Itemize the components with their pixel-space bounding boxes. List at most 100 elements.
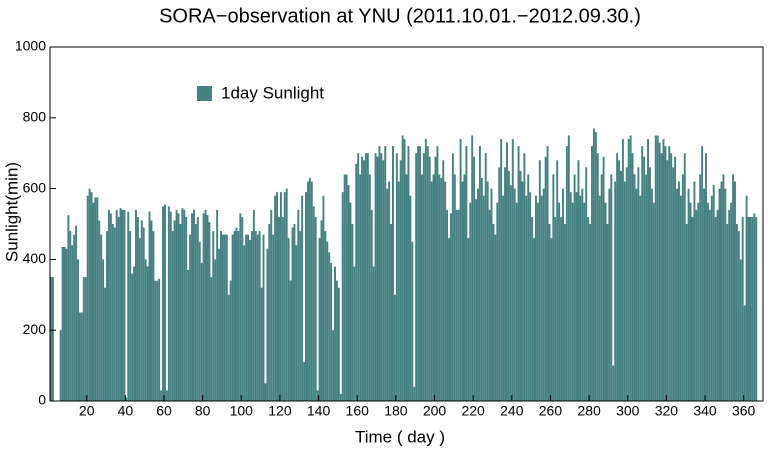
bar <box>227 294 230 401</box>
bar <box>677 181 680 401</box>
bar <box>156 280 159 401</box>
bar <box>378 146 381 401</box>
bar <box>136 216 139 401</box>
bar <box>341 192 344 401</box>
bar <box>724 188 727 401</box>
bar <box>175 209 178 401</box>
bar <box>681 174 684 401</box>
bar <box>133 266 136 401</box>
bar <box>558 202 561 401</box>
x-tick-label: 240 <box>500 403 524 419</box>
bar <box>689 202 692 401</box>
bar <box>196 216 199 401</box>
x-tick-label: 180 <box>384 403 408 419</box>
bar <box>509 185 512 401</box>
bar <box>167 206 170 401</box>
bar <box>660 153 663 401</box>
bar <box>548 224 551 401</box>
bar <box>150 220 153 401</box>
bar <box>517 146 520 401</box>
bar <box>641 146 644 401</box>
bar <box>589 224 592 401</box>
bar <box>142 227 145 401</box>
bar <box>536 202 539 401</box>
bar <box>583 202 586 401</box>
bar <box>376 156 379 401</box>
bar <box>366 153 369 401</box>
bar <box>693 181 696 401</box>
bar <box>90 192 93 401</box>
bar <box>544 156 547 401</box>
bar <box>272 234 275 401</box>
bar <box>185 216 188 401</box>
y-axis-label: Sunlight(min) <box>2 162 21 262</box>
bar <box>249 239 251 401</box>
bar <box>308 177 311 401</box>
bar <box>708 209 711 401</box>
bar <box>648 167 651 401</box>
x-tick-label: 280 <box>577 403 601 419</box>
bar <box>316 390 319 401</box>
bar <box>496 202 499 401</box>
bar <box>334 266 336 401</box>
bar <box>488 209 491 401</box>
bar <box>322 195 325 401</box>
bar <box>461 181 464 401</box>
bar <box>745 195 748 401</box>
bar <box>260 287 263 401</box>
bar <box>565 146 568 401</box>
bar <box>160 390 163 401</box>
bar <box>370 209 373 401</box>
bar <box>138 238 141 401</box>
bar <box>662 139 665 402</box>
bar <box>189 234 192 401</box>
bar <box>687 188 690 401</box>
bar <box>393 294 396 401</box>
bar <box>728 209 731 401</box>
bar <box>382 160 385 401</box>
bar <box>214 259 217 401</box>
bar <box>749 216 752 401</box>
bar <box>538 160 541 401</box>
bar <box>413 386 416 401</box>
bar <box>529 192 532 401</box>
bar <box>511 139 514 402</box>
x-tick-label: 100 <box>230 403 254 419</box>
bar <box>706 202 709 401</box>
bar <box>106 231 108 401</box>
bar <box>625 167 628 401</box>
x-tick-label: 340 <box>693 403 717 419</box>
bar <box>453 174 456 401</box>
bar <box>127 211 130 401</box>
bar <box>730 202 733 401</box>
bar <box>63 247 66 401</box>
bar <box>701 146 704 401</box>
bar <box>202 213 205 401</box>
bar <box>94 197 97 401</box>
bar <box>480 177 483 401</box>
bar <box>465 146 468 401</box>
bar <box>670 153 673 401</box>
bar <box>293 224 296 401</box>
bar <box>473 156 476 401</box>
bar <box>579 195 582 401</box>
bar <box>80 312 83 401</box>
bar <box>216 209 219 401</box>
bar <box>121 209 124 401</box>
bar <box>223 234 226 401</box>
plot-frame <box>49 46 764 402</box>
x-tick-label: 300 <box>616 403 640 419</box>
bar <box>753 213 756 401</box>
bar <box>623 181 626 401</box>
bar <box>426 146 429 401</box>
bar <box>98 220 101 401</box>
bar <box>600 174 603 401</box>
bar <box>303 362 306 401</box>
chart-title: SORA−observation at YNU (2011.10.01.−201… <box>159 5 641 27</box>
bar <box>210 277 213 401</box>
bar <box>65 248 68 401</box>
bar <box>270 209 273 401</box>
bar <box>221 234 224 401</box>
bar <box>751 216 754 401</box>
bar <box>84 277 87 401</box>
